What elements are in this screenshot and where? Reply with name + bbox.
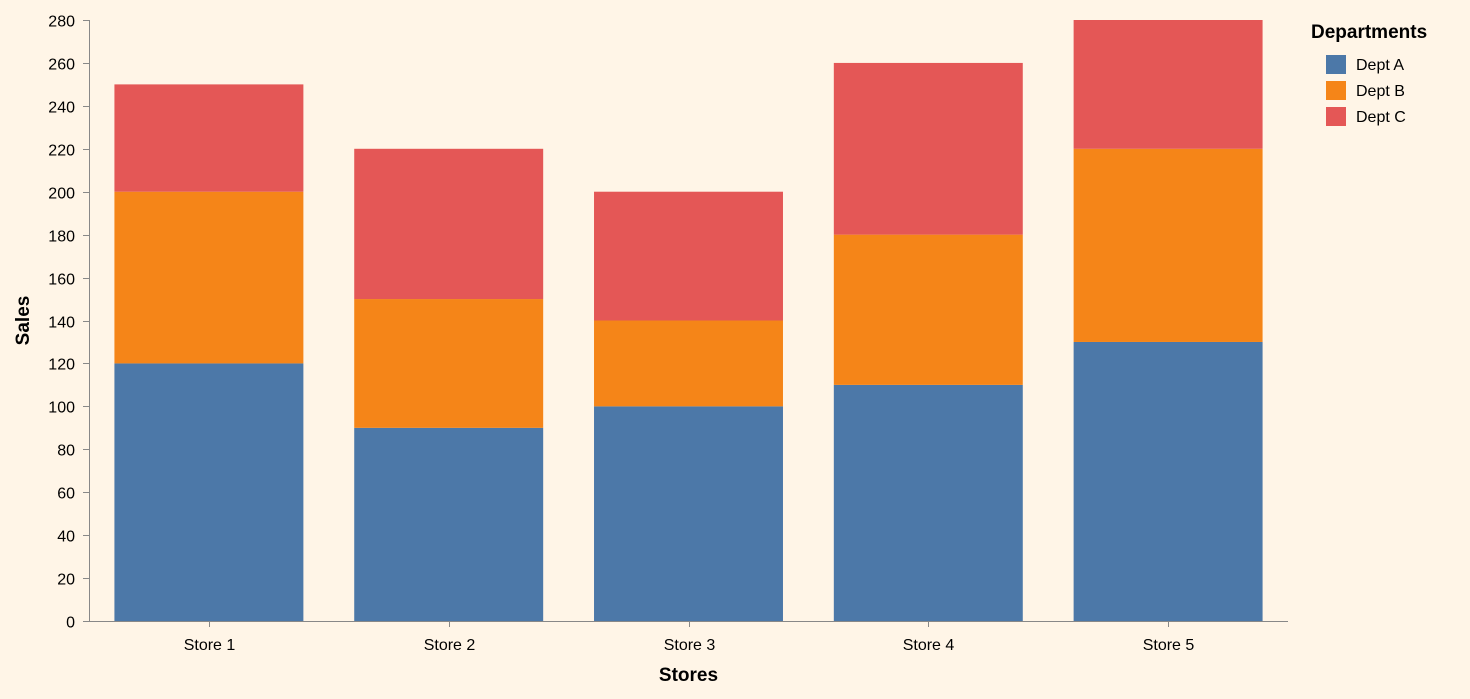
x-axis-title: Stores [659,665,718,686]
y-axis-title: Sales [13,296,34,346]
y-tick-label: 40 [57,529,75,546]
legend-swatch-dept-c [1326,107,1346,126]
y-tick-label: 220 [48,143,75,160]
bar-store-5-dept-a [1073,341,1263,621]
x-tick-label: Store 2 [424,637,476,654]
bar-store-4-dept-c [833,62,1023,235]
bar-store-1-dept-a [114,363,304,621]
y-tick-label: 0 [66,615,75,632]
y-tick-label: 240 [48,100,75,117]
bar-store-5-dept-c [1073,20,1263,149]
bars-layer [114,20,1263,621]
y-tick-label: 200 [48,186,75,203]
bar-store-2-dept-a [354,427,544,621]
legend-swatch-dept-b [1326,81,1346,100]
x-tick-label: Store 5 [1143,637,1195,654]
bar-store-3-dept-c [594,191,783,321]
bar-store-3-dept-b [594,320,783,407]
y-tick-label: 160 [48,272,75,289]
bar-store-2-dept-b [354,299,544,428]
legend: Departments Dept A Dept B Dept C [1311,22,1427,126]
y-tick-label: 20 [57,572,75,589]
y-tick-label: 280 [48,14,75,31]
y-tick-label: 140 [48,315,75,332]
y-tick-label: 180 [48,229,75,246]
legend-label-dept-b: Dept B [1356,83,1405,100]
y-tick-label: 100 [48,400,75,417]
y-tick-label: 260 [48,57,75,74]
legend-label-dept-a: Dept A [1356,57,1404,74]
bar-store-1-dept-b [114,191,304,364]
x-tick-label: Store 3 [664,637,716,654]
legend-label-dept-c: Dept C [1356,109,1406,126]
x-tick-label: Store 1 [184,637,236,654]
y-tick-label: 80 [57,443,75,460]
bar-store-5-dept-b [1073,148,1263,342]
x-tick-label: Store 4 [903,637,955,654]
bar-store-4-dept-b [833,234,1023,385]
y-tick-label: 120 [48,357,75,374]
y-tick-label: 60 [57,486,75,503]
legend-swatch-dept-a [1326,55,1346,74]
bar-store-2-dept-c [354,148,544,300]
bar-store-1-dept-c [114,84,304,192]
axes-layer: 0 20 40 60 80 100 120 140 160 180 200 220 240 260 280 S… [48,14,1288,654]
bar-store-4-dept-a [833,384,1023,621]
legend-title: Departments [1311,22,1427,43]
bar-store-3-dept-a [594,406,783,621]
